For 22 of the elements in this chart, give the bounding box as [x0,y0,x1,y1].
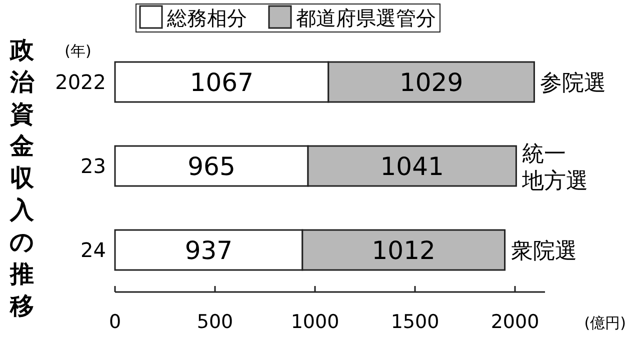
title: 政治資金収入の推移 [10,36,34,320]
data-label: 1067 [190,68,254,97]
annotation: 統一地方選 [522,142,588,194]
legend-label: 総務相分 [166,6,247,30]
x-tick-label: 2000 [490,311,540,333]
data-label: 1041 [380,152,444,181]
ylabel: (年) [64,42,92,60]
y-tick-label: 24 [80,238,106,262]
data-label: 937 [184,236,233,265]
annotation: 衆院選 [510,239,577,264]
x-tick-label: 1000 [290,311,340,333]
y-tick-label: 23 [80,154,106,178]
y-tick-label: 2022 [55,70,106,94]
data-label: 965 [188,152,236,181]
x-tick-label: 0 [108,311,122,333]
annotation: 参院選 [540,71,606,96]
xlabel: (億円) [584,314,626,332]
data-label: 1012 [372,236,436,265]
x-tick-label: 500 [196,311,234,333]
data-label: 1029 [399,68,464,97]
legend-label: 都道府県選管分 [296,6,436,30]
x-tick-label: 1500 [390,311,440,333]
